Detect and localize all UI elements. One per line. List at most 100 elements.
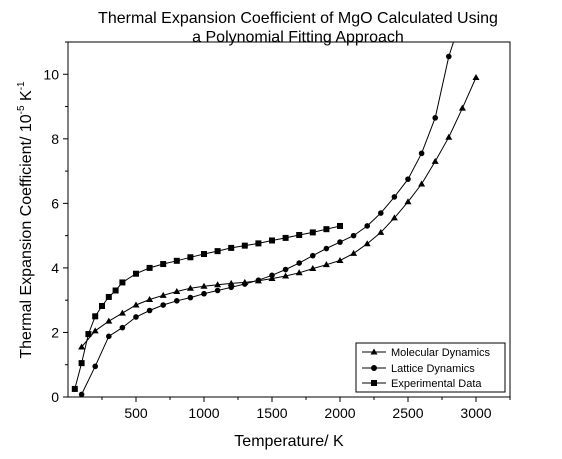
y-tick-label: 0 [51, 389, 59, 405]
data-point-square [146, 264, 153, 271]
data-point-circle [378, 210, 384, 216]
data-point-square [241, 242, 248, 249]
series-line [74, 225, 341, 390]
data-point-circle [418, 150, 425, 157]
series-layer [71, 33, 480, 397]
data-point-square [309, 229, 316, 236]
data-point-triangle [309, 265, 317, 272]
data-point-square [201, 251, 207, 258]
data-point-square [105, 293, 112, 300]
data-point-circle [405, 176, 411, 182]
data-point-square [323, 226, 330, 233]
data-point-triangle [186, 284, 194, 291]
data-point-triangle [214, 281, 222, 288]
data-point-triangle [431, 157, 439, 164]
data-point-triangle [418, 180, 426, 187]
y-axis-title-exp1: -5 [16, 105, 27, 114]
x-tick-label: 1500 [256, 405, 287, 421]
data-point-square [133, 270, 139, 277]
x-axis: 500 1000 1500 2000 2500 3000 [101, 397, 511, 421]
data-point-triangle [336, 256, 344, 263]
data-point-square [99, 302, 105, 309]
data-point-circle [119, 324, 126, 331]
legend-marker-circle [371, 365, 377, 371]
data-point-circle [146, 307, 153, 314]
data-point-circle [106, 333, 112, 340]
y-tick-label: 10 [43, 66, 59, 82]
data-point-square [92, 313, 99, 320]
data-point-square [112, 287, 119, 294]
x-tick-label: 3000 [460, 405, 491, 421]
data-point-circle [453, 33, 459, 39]
data-point-circle [391, 194, 398, 200]
data-point-triangle [105, 317, 113, 324]
legend-label-molecular-dynamics: Molecular Dynamics [391, 347, 491, 359]
data-point-circle [255, 277, 262, 283]
data-point-square [296, 231, 303, 238]
data-point-triangle [404, 198, 412, 205]
data-point-triangle [295, 269, 303, 276]
data-point-circle [242, 281, 248, 287]
y-tick-label: 4 [51, 260, 59, 276]
data-point-circle [296, 260, 303, 266]
data-point-circle [160, 302, 166, 308]
series-square [71, 222, 343, 392]
data-point-square [119, 279, 126, 286]
y-axis-title-main: Thermal Expansion Coefficient/ 10 [18, 114, 35, 358]
data-point-triangle [118, 309, 126, 316]
y-tick-label: 6 [51, 195, 59, 211]
data-point-triangle [78, 343, 86, 350]
legend-label-lattice-dynamics: Lattice Dynamics [391, 363, 475, 375]
data-point-square [78, 360, 85, 367]
data-point-circle [201, 290, 207, 297]
data-point-circle [187, 294, 194, 301]
data-point-square [228, 244, 235, 251]
data-point-circle [364, 223, 371, 229]
data-point-circle [92, 363, 98, 370]
data-point-square [160, 261, 167, 268]
data-point-circle [310, 252, 316, 259]
x-tick-label: 1000 [188, 405, 219, 421]
legend-label-experimental-data: Experimental Data [391, 378, 482, 390]
data-point-triangle [322, 261, 330, 268]
data-point-circle [269, 272, 275, 279]
y-tick-label: 8 [51, 131, 59, 147]
y-axis-title-unit: K [18, 90, 35, 105]
data-point-square [255, 240, 262, 247]
data-point-circle [282, 266, 289, 273]
data-point-circle [350, 232, 357, 239]
data-point-triangle [350, 249, 358, 256]
chart-title-line2: a Polynomial Fitting Approach [192, 29, 404, 46]
data-point-square [187, 254, 194, 261]
legend: Molecular Dynamics Lattice Dynamics Expe… [355, 342, 506, 393]
data-point-square [71, 385, 78, 392]
y-axis: 0 2 4 6 8 10 [43, 41, 68, 405]
data-point-triangle [146, 296, 154, 303]
data-point-circle [133, 314, 139, 320]
x-tick-label: 2500 [392, 405, 423, 421]
y-axis-title-exp2: -1 [16, 81, 27, 90]
data-point-square [269, 237, 275, 244]
x-tick-label: 2000 [324, 405, 355, 421]
data-point-square [173, 257, 180, 264]
plot-frame [67, 41, 511, 398]
data-point-square [337, 222, 343, 229]
data-point-triangle [282, 272, 290, 279]
data-point-square [282, 234, 289, 241]
x-tick-label: 500 [124, 405, 148, 421]
data-point-triangle [227, 279, 235, 286]
data-point-circle [432, 115, 439, 121]
data-point-circle [214, 287, 221, 294]
data-point-circle [337, 239, 343, 245]
data-point-square [214, 248, 221, 255]
legend-marker-square [371, 380, 377, 386]
data-point-triangle [91, 327, 99, 334]
y-tick-label: 2 [51, 324, 59, 340]
data-point-circle [446, 53, 452, 60]
series-line [81, 77, 477, 348]
legend-marker-triangle [370, 348, 378, 355]
series-triangle [78, 74, 480, 350]
data-point-triangle [458, 104, 466, 111]
data-point-triangle [472, 74, 480, 80]
